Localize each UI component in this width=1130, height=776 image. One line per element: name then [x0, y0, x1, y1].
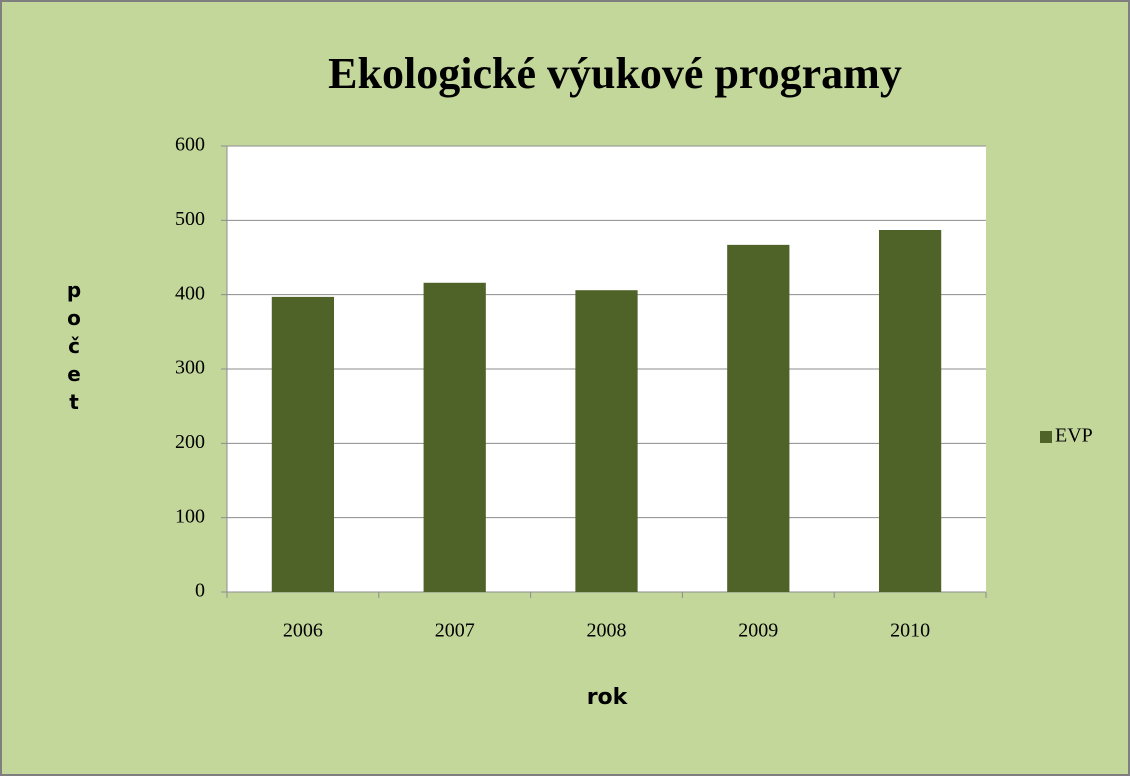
- y-axis-label: počet: [62, 278, 86, 418]
- bar: [575, 290, 638, 592]
- legend-swatch: [1040, 431, 1052, 443]
- y-tick-label: 300: [175, 357, 205, 379]
- legend-label: EVP: [1055, 425, 1093, 447]
- bar: [878, 229, 942, 592]
- bar: [423, 282, 486, 592]
- y-tick-label: 600: [175, 134, 205, 156]
- x-tick-label: 2007: [435, 620, 475, 642]
- chart-title: Ekologické výukové programy: [328, 49, 902, 98]
- bar: [727, 244, 790, 592]
- y-tick-label: 500: [175, 208, 205, 230]
- x-tick-label: 2006: [283, 620, 323, 642]
- x-tick-label: 2008: [587, 620, 627, 642]
- bar: [271, 296, 335, 592]
- y-tick-label: 100: [175, 505, 205, 527]
- y-tick-label: 200: [175, 431, 205, 453]
- y-tick-label: 0: [195, 580, 205, 602]
- x-axis-label: rok: [587, 685, 629, 710]
- x-tick-label: 2010: [890, 620, 930, 642]
- x-tick-label: 2009: [738, 620, 778, 642]
- y-tick-label: 400: [175, 282, 205, 304]
